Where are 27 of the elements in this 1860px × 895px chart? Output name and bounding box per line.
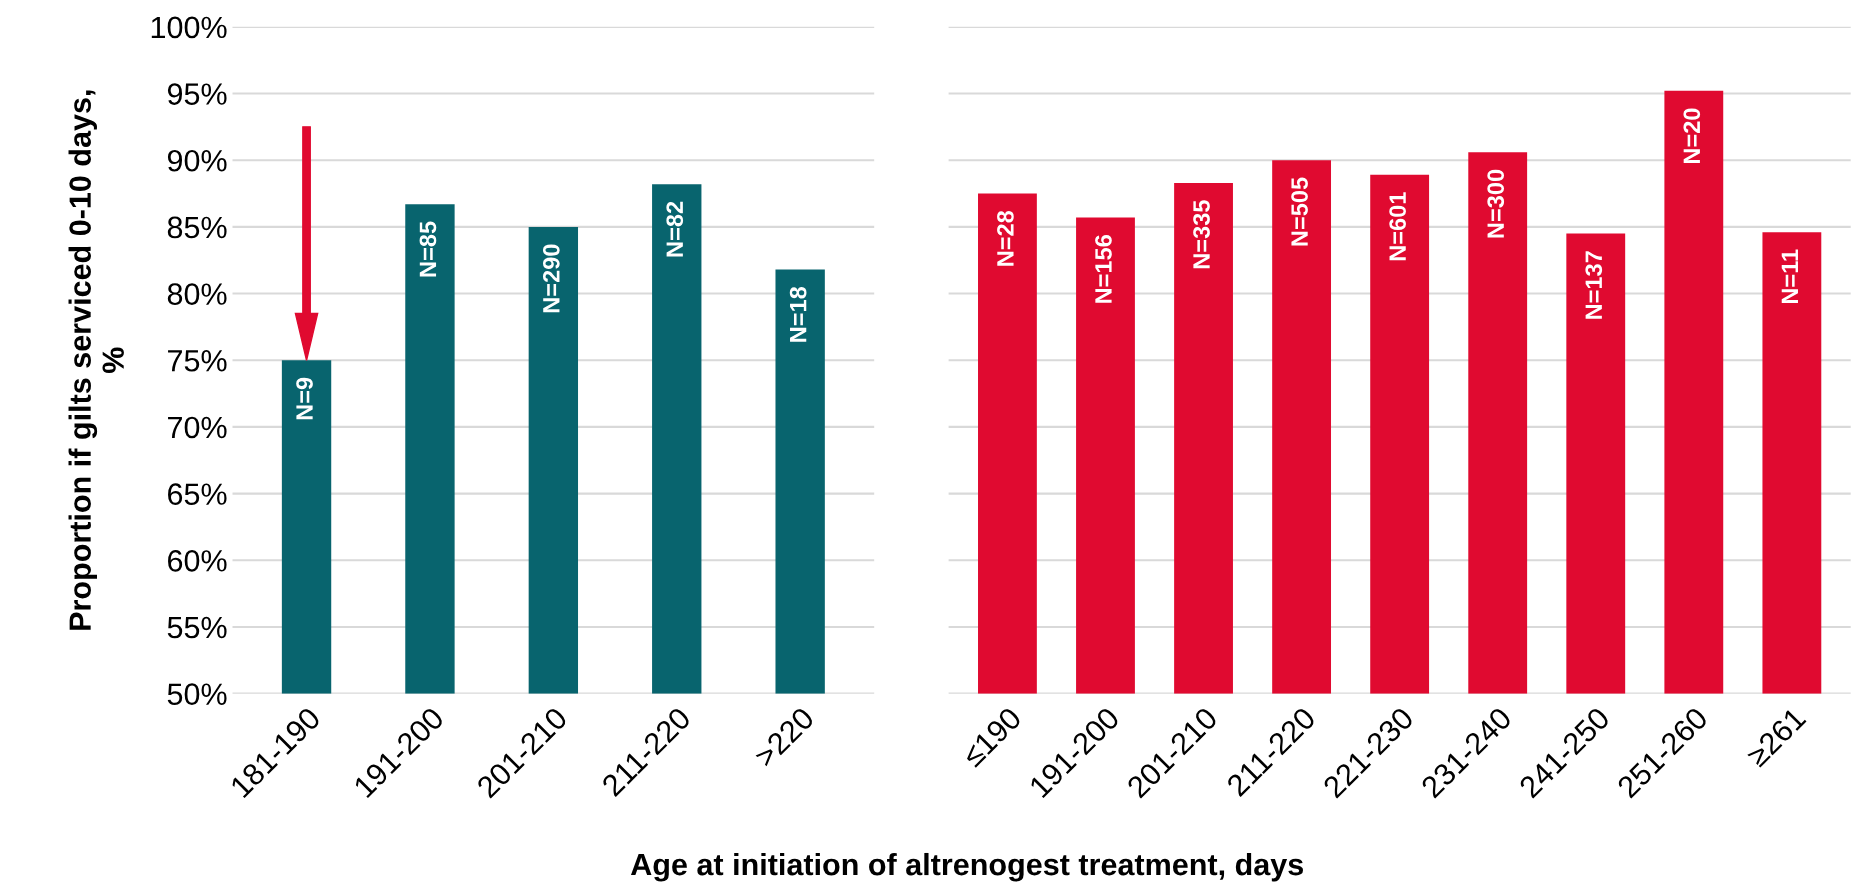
x-axis-title: Age at initiation of altrenogest treatment, days [630, 852, 1303, 882]
y-axis-title: Proportion if gilts serviced 0-10 days, % [68, 90, 124, 630]
y-tick-label: 50% [167, 683, 227, 705]
annotation: N=20 [1683, 108, 1701, 164]
annotation: N=300 [1487, 169, 1505, 238]
annotation: N=28 [997, 210, 1014, 266]
annotation: N=335 [1193, 200, 1210, 269]
y-tick-label: 80% [167, 283, 227, 305]
annotation: N=82 [666, 201, 684, 257]
y-tick-label: 90% [167, 149, 227, 172]
annotation: N=601 [1389, 192, 1406, 261]
annotation: N=9 [296, 377, 313, 420]
y-tick-label: 55% [167, 616, 227, 639]
y-tick-label: 85% [167, 216, 227, 239]
y-tick-label: 95% [167, 83, 227, 105]
y-tick-label: 60% [168, 550, 227, 572]
annotation: N=18 [789, 286, 807, 342]
annotation: N=85 [419, 221, 437, 277]
annotation: N=11 [1781, 249, 1798, 304]
annotation: N=156 [1095, 235, 1112, 303]
y-tick-label: 70% [168, 416, 227, 439]
y-tick-label: 75% [168, 350, 227, 372]
y-tick-label: 65% [168, 483, 227, 505]
y-tick-label: 100% [151, 16, 227, 39]
annotation: N=505 [1291, 177, 1308, 246]
annotation: N=290 [542, 244, 560, 313]
annotation: N=137 [1585, 251, 1603, 319]
